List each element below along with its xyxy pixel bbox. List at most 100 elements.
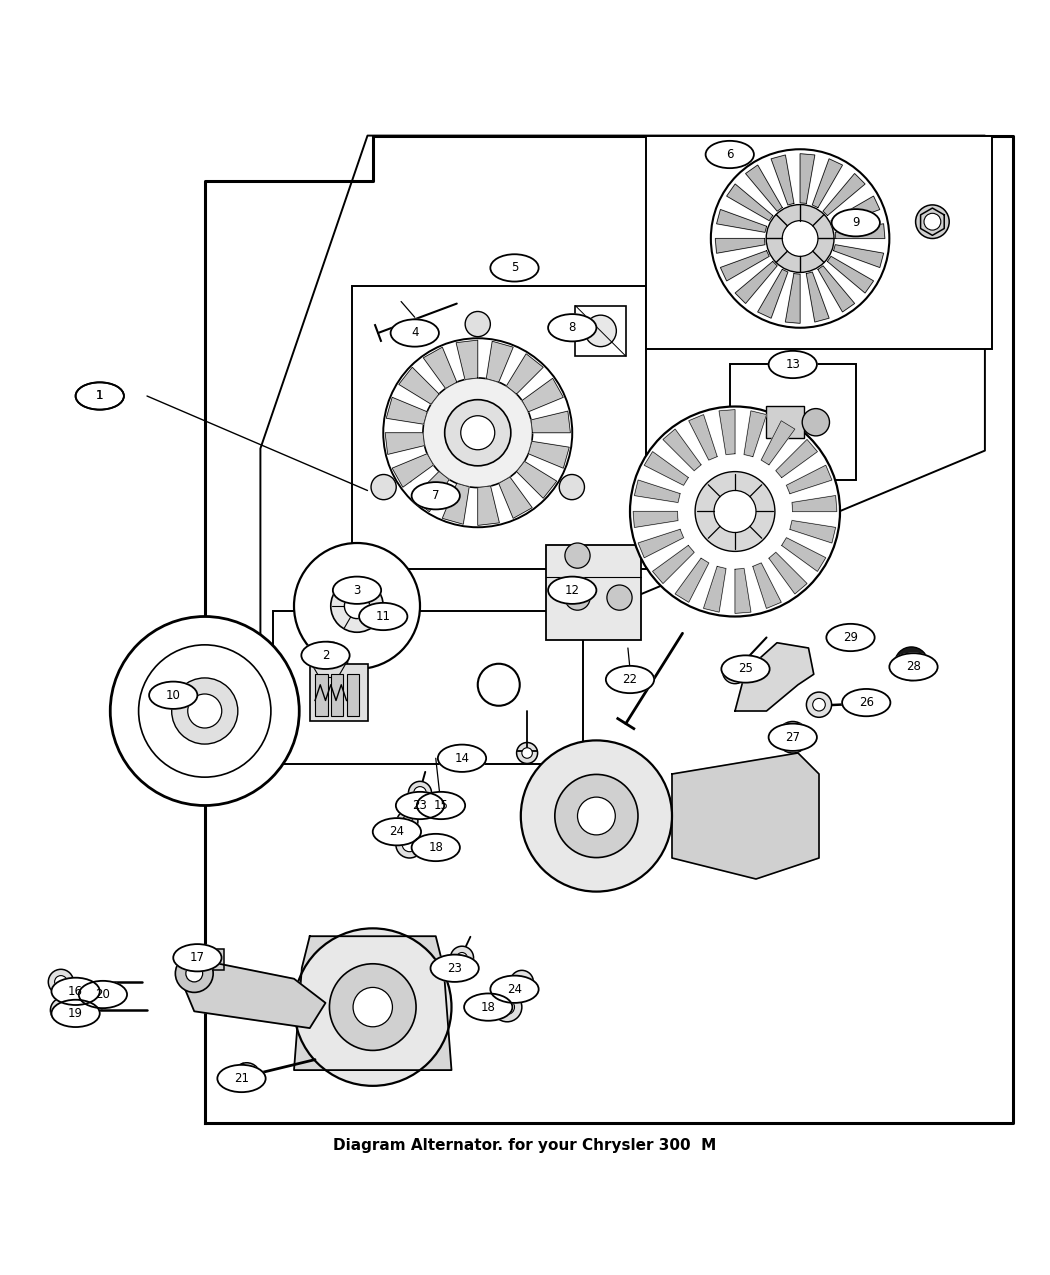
Polygon shape bbox=[478, 486, 500, 525]
Ellipse shape bbox=[149, 682, 197, 709]
Circle shape bbox=[806, 692, 832, 718]
Ellipse shape bbox=[76, 382, 124, 409]
Polygon shape bbox=[769, 552, 807, 594]
Circle shape bbox=[239, 1068, 254, 1084]
Ellipse shape bbox=[412, 482, 460, 510]
Circle shape bbox=[186, 965, 203, 982]
Bar bbox=[310, 664, 368, 722]
Polygon shape bbox=[813, 159, 842, 208]
Polygon shape bbox=[413, 472, 449, 511]
Polygon shape bbox=[746, 164, 782, 212]
Polygon shape bbox=[456, 340, 478, 380]
Text: 7: 7 bbox=[432, 490, 440, 502]
Text: 8: 8 bbox=[568, 321, 576, 334]
Polygon shape bbox=[517, 462, 556, 499]
Ellipse shape bbox=[769, 351, 817, 379]
Ellipse shape bbox=[490, 975, 539, 1003]
Bar bbox=[273, 611, 583, 764]
Ellipse shape bbox=[79, 980, 127, 1009]
Circle shape bbox=[895, 646, 928, 681]
Text: 27: 27 bbox=[785, 731, 800, 743]
Polygon shape bbox=[386, 398, 427, 425]
Circle shape bbox=[55, 975, 67, 988]
Text: 18: 18 bbox=[428, 842, 443, 854]
Ellipse shape bbox=[548, 314, 596, 342]
Circle shape bbox=[48, 969, 74, 994]
Circle shape bbox=[560, 474, 585, 500]
Circle shape bbox=[445, 399, 511, 465]
Circle shape bbox=[554, 774, 638, 858]
Ellipse shape bbox=[548, 576, 596, 604]
Polygon shape bbox=[672, 754, 819, 878]
Circle shape bbox=[585, 315, 616, 347]
Circle shape bbox=[722, 658, 748, 683]
Circle shape bbox=[457, 952, 467, 963]
Polygon shape bbox=[633, 511, 678, 528]
Polygon shape bbox=[260, 135, 985, 754]
Circle shape bbox=[414, 787, 426, 799]
Polygon shape bbox=[781, 538, 825, 571]
Polygon shape bbox=[921, 208, 944, 236]
Ellipse shape bbox=[606, 666, 654, 694]
Polygon shape bbox=[758, 269, 788, 319]
Polygon shape bbox=[205, 135, 1013, 1122]
Polygon shape bbox=[184, 961, 326, 1028]
Circle shape bbox=[461, 416, 495, 450]
Bar bbox=[315, 674, 328, 717]
Polygon shape bbox=[785, 274, 800, 324]
Circle shape bbox=[607, 585, 632, 611]
Ellipse shape bbox=[832, 209, 880, 236]
Polygon shape bbox=[499, 477, 532, 519]
Polygon shape bbox=[831, 196, 880, 226]
Ellipse shape bbox=[333, 576, 381, 604]
Ellipse shape bbox=[301, 641, 350, 669]
Polygon shape bbox=[506, 353, 543, 394]
Ellipse shape bbox=[373, 819, 421, 845]
Ellipse shape bbox=[889, 653, 938, 681]
Circle shape bbox=[110, 617, 299, 806]
Polygon shape bbox=[704, 566, 726, 612]
Circle shape bbox=[695, 472, 775, 551]
Text: 20: 20 bbox=[96, 988, 110, 1001]
Circle shape bbox=[50, 997, 76, 1023]
Circle shape bbox=[802, 408, 830, 436]
Circle shape bbox=[510, 970, 533, 993]
Circle shape bbox=[310, 641, 348, 680]
Circle shape bbox=[233, 1063, 260, 1090]
Circle shape bbox=[371, 474, 396, 500]
Polygon shape bbox=[393, 454, 434, 487]
Ellipse shape bbox=[721, 655, 770, 682]
Polygon shape bbox=[638, 529, 684, 557]
Polygon shape bbox=[790, 520, 836, 543]
Ellipse shape bbox=[76, 382, 124, 409]
Polygon shape bbox=[294, 936, 452, 1070]
Circle shape bbox=[521, 741, 672, 891]
Text: 21: 21 bbox=[234, 1072, 249, 1085]
Text: 19: 19 bbox=[68, 1007, 83, 1020]
Circle shape bbox=[57, 1003, 69, 1016]
Ellipse shape bbox=[438, 745, 486, 771]
Polygon shape bbox=[827, 256, 874, 293]
Ellipse shape bbox=[51, 978, 100, 1005]
Text: 25: 25 bbox=[738, 663, 753, 676]
Polygon shape bbox=[531, 411, 570, 432]
Ellipse shape bbox=[51, 1000, 100, 1028]
Text: 22: 22 bbox=[623, 673, 637, 686]
Ellipse shape bbox=[769, 724, 817, 751]
Text: 3: 3 bbox=[353, 584, 361, 597]
Polygon shape bbox=[786, 465, 832, 493]
Circle shape bbox=[846, 625, 867, 646]
Circle shape bbox=[172, 678, 237, 745]
Polygon shape bbox=[818, 266, 855, 312]
Circle shape bbox=[318, 650, 339, 671]
Circle shape bbox=[517, 742, 538, 764]
Ellipse shape bbox=[217, 1065, 266, 1093]
Ellipse shape bbox=[490, 254, 539, 282]
Text: 16: 16 bbox=[68, 984, 83, 998]
Polygon shape bbox=[735, 569, 751, 613]
Text: 2: 2 bbox=[321, 649, 330, 662]
Circle shape bbox=[383, 338, 572, 528]
Text: 24: 24 bbox=[507, 983, 522, 996]
Polygon shape bbox=[776, 440, 817, 478]
Bar bbox=[766, 407, 804, 439]
